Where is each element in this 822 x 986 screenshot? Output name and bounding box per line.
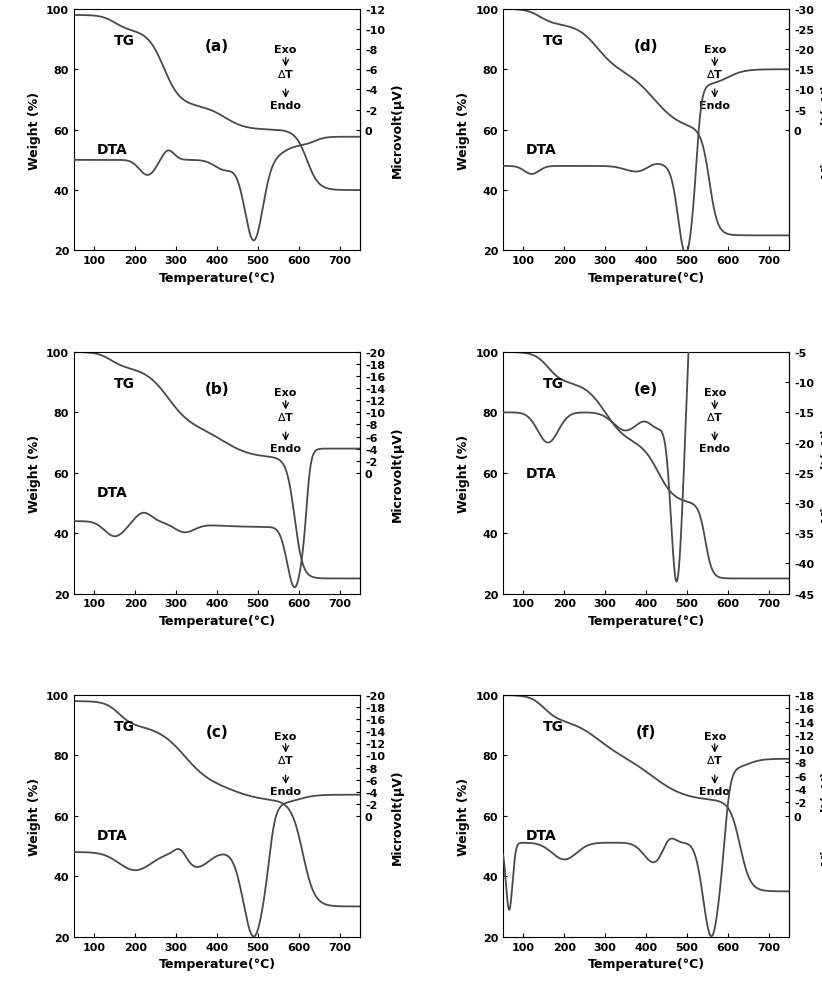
Text: Exo: Exo (275, 45, 297, 55)
Text: Exo: Exo (275, 388, 297, 398)
Text: DTA: DTA (526, 466, 556, 480)
Y-axis label: Microvolt(μV): Microvolt(μV) (390, 426, 404, 521)
Y-axis label: Weight (%): Weight (%) (457, 434, 469, 513)
Text: (c): (c) (206, 725, 229, 740)
Text: DTA: DTA (526, 828, 556, 842)
Text: DTA: DTA (97, 143, 127, 157)
Text: DTA: DTA (526, 143, 556, 157)
Text: Exo: Exo (704, 45, 726, 55)
Text: $\Delta$T: $\Delta$T (277, 67, 294, 80)
Text: $\Delta$T: $\Delta$T (706, 753, 723, 765)
Y-axis label: Weight (%): Weight (%) (28, 434, 40, 513)
Text: TG: TG (543, 377, 564, 390)
Y-axis label: Microvolt(μV): Microvolt(μV) (390, 83, 404, 178)
X-axis label: Temperature(°C): Temperature(°C) (588, 271, 704, 285)
Y-axis label: Microvolt(μV): Microvolt(μV) (820, 768, 822, 864)
X-axis label: Temperature(°C): Temperature(°C) (588, 614, 704, 627)
Text: Endo: Endo (270, 786, 301, 797)
X-axis label: Temperature(°C): Temperature(°C) (159, 271, 275, 285)
Text: $\Delta$T: $\Delta$T (277, 410, 294, 422)
Y-axis label: Weight (%): Weight (%) (28, 777, 40, 855)
X-axis label: Temperature(°C): Temperature(°C) (588, 957, 704, 970)
Text: (b): (b) (205, 382, 229, 396)
Y-axis label: Weight (%): Weight (%) (28, 92, 40, 170)
Text: $\Delta$T: $\Delta$T (277, 753, 294, 765)
Text: (a): (a) (205, 38, 229, 54)
Text: DTA: DTA (97, 485, 127, 500)
Text: $\Delta$T: $\Delta$T (706, 67, 723, 80)
X-axis label: Temperature(°C): Temperature(°C) (159, 957, 275, 970)
Text: Exo: Exo (704, 388, 726, 398)
Text: Endo: Endo (700, 444, 730, 454)
Text: (e): (e) (634, 382, 658, 396)
Text: Endo: Endo (270, 444, 301, 454)
Text: TG: TG (543, 720, 564, 734)
Text: TG: TG (543, 34, 564, 48)
Text: DTA: DTA (97, 828, 127, 842)
Text: Endo: Endo (700, 786, 730, 797)
Text: TG: TG (114, 377, 135, 390)
Y-axis label: Microvolt(μV): Microvolt(μV) (820, 83, 822, 178)
Y-axis label: Microvolt(μV): Microvolt(μV) (820, 426, 822, 521)
Text: (d): (d) (634, 38, 658, 54)
Text: $\Delta$T: $\Delta$T (706, 410, 723, 422)
Text: (f): (f) (636, 725, 656, 740)
Text: Endo: Endo (700, 101, 730, 110)
Text: Endo: Endo (270, 101, 301, 110)
Text: Exo: Exo (275, 731, 297, 740)
Text: Exo: Exo (704, 731, 726, 740)
Y-axis label: Weight (%): Weight (%) (457, 777, 469, 855)
Text: TG: TG (114, 34, 135, 48)
Y-axis label: Microvolt(μV): Microvolt(μV) (390, 768, 404, 864)
Y-axis label: Weight (%): Weight (%) (457, 92, 469, 170)
Text: TG: TG (114, 720, 135, 734)
X-axis label: Temperature(°C): Temperature(°C) (159, 614, 275, 627)
